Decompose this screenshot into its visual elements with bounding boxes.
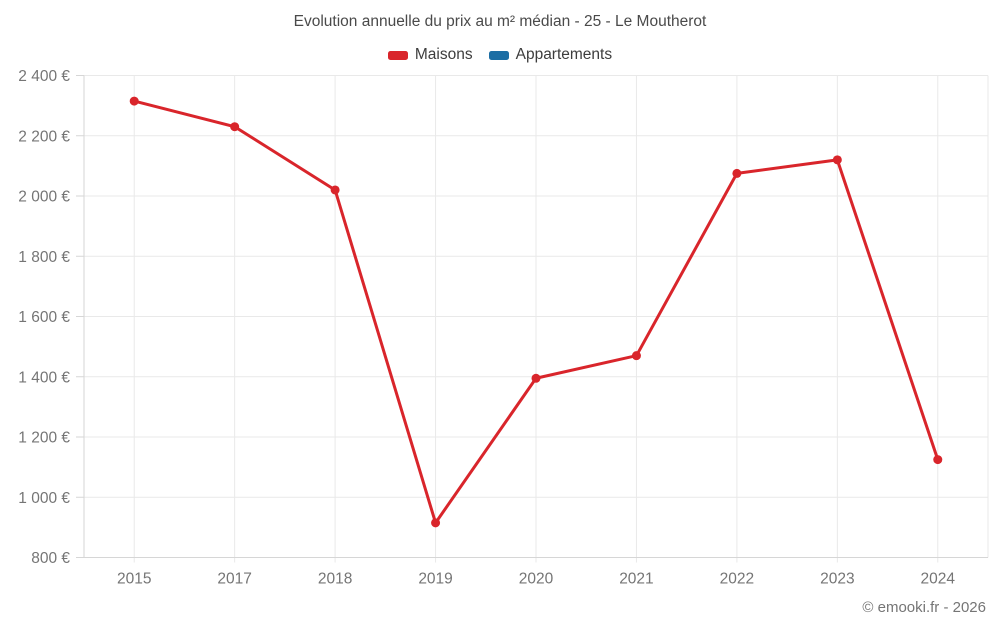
x-tick-label: 2021 [619,571,653,588]
maisons-data-point [330,185,340,195]
y-tick-label: 2 200 € [18,128,70,145]
maisons-data-point [531,373,541,383]
x-tick-label: 2024 [921,571,956,588]
y-tick-label: 1 000 € [18,490,70,507]
y-tick-label: 2 400 € [18,68,70,85]
x-tick-label: 2023 [820,571,854,588]
y-tick-label: 1 600 € [18,309,70,326]
y-tick-label: 800 € [31,550,70,567]
y-tick-label: 2 000 € [18,189,70,206]
x-tick-label: 2018 [318,571,352,588]
x-tick-label: 2015 [117,571,151,588]
copyright-text: © emooki.fr - 2026 [862,599,986,616]
y-tick-label: 1 200 € [18,430,70,447]
y-tick-label: 1 800 € [18,249,70,266]
legend-item-appartements[interactable]: Appartements [488,46,613,64]
chart-title: Evolution annuelle du prix au m² médian … [293,13,707,30]
maisons-data-point [631,351,641,361]
x-tick-label: 2020 [519,571,554,588]
legend-label-maisons: Maisons [414,46,473,63]
legend-label-appartements: Appartements [515,46,613,63]
y-tick-label: 1 400 € [18,369,70,386]
x-tick-label: 2019 [418,571,452,588]
legend-item-maisons[interactable]: Maisons [387,46,473,64]
appartements-swatch-icon [488,50,509,60]
maisons-data-point [832,155,842,165]
maisons-data-point [732,168,742,178]
maisons-data-point [129,96,139,106]
x-tick-label: 2017 [217,571,251,588]
maisons-swatch-icon [387,50,408,60]
x-tick-label: 2022 [720,571,754,588]
chart-legend: Maisons Appartements [0,46,1000,64]
maisons-data-point [230,122,240,132]
maisons-data-point [431,518,441,528]
maisons-data-point [933,455,943,465]
